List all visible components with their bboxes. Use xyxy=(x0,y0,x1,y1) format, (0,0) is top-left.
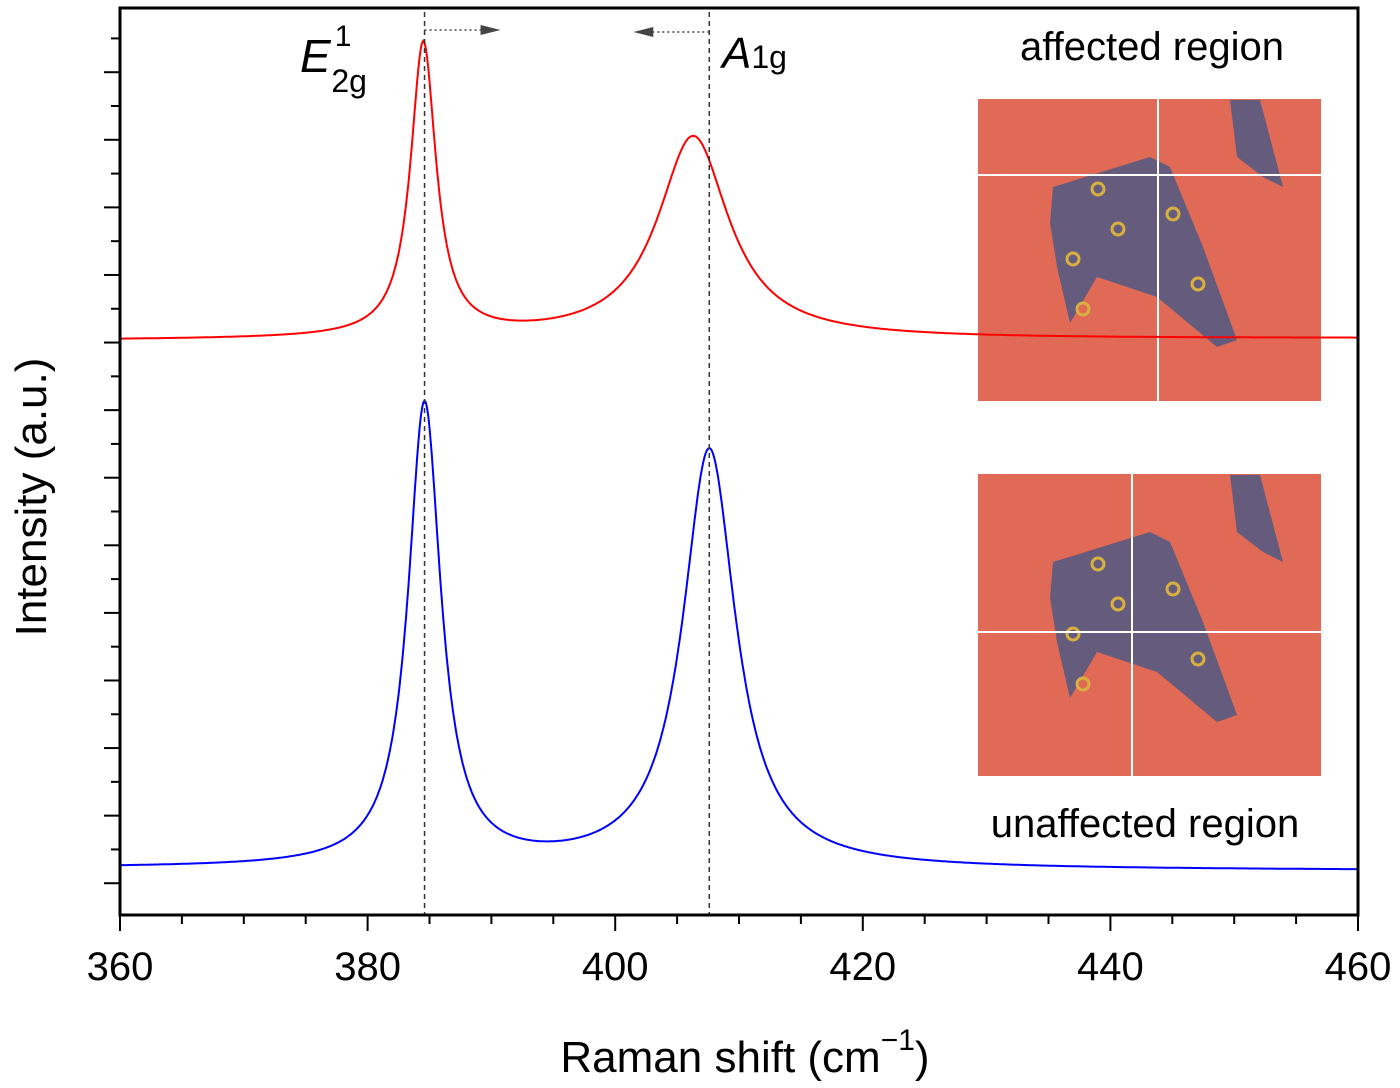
flake-spot xyxy=(1190,276,1206,292)
affected-spectrum-line xyxy=(120,39,1358,340)
flake xyxy=(1230,475,1283,562)
x-axis-title: Raman shift (cm−1) xyxy=(560,1024,929,1082)
unaffected-region-label: unaffected region xyxy=(991,802,1299,846)
flake-spot xyxy=(1090,181,1106,197)
a1g-label: A1g xyxy=(719,29,787,78)
flake xyxy=(1050,532,1237,722)
flake-spot xyxy=(1075,676,1091,692)
arrowhead-right-icon xyxy=(480,25,501,35)
flake-spot xyxy=(1065,626,1081,642)
flake xyxy=(1230,100,1283,187)
reference-lines xyxy=(423,12,711,915)
e2g-main: E xyxy=(300,30,332,82)
unaffected-inset-image xyxy=(978,474,1321,776)
affected-region-label: affected region xyxy=(1020,25,1284,69)
flake-spot xyxy=(1110,221,1126,237)
insets xyxy=(978,99,1321,776)
curves xyxy=(120,39,1359,871)
flake-spot xyxy=(1190,651,1206,667)
flake-spot xyxy=(1065,251,1081,267)
e2g-label: E 1 2g xyxy=(300,20,367,99)
flake-spot xyxy=(1165,206,1181,222)
flake xyxy=(1050,157,1237,347)
affected-inset-image xyxy=(978,99,1321,401)
e2g-sub: 2g xyxy=(331,63,367,99)
y-axis-title: Intensity (a.u.) xyxy=(7,358,56,637)
flake-spot xyxy=(1090,556,1106,572)
x-tick-label: 380 xyxy=(334,945,401,989)
x-tick-label: 460 xyxy=(1325,945,1392,989)
axes: 360 380 400 420 440 460 xyxy=(87,6,1392,989)
x-tick-label: 400 xyxy=(582,945,649,989)
x-tick-label: 420 xyxy=(829,945,896,989)
e2g-sup: 1 xyxy=(335,20,352,53)
arrowhead-left-icon xyxy=(633,27,654,37)
unaffected-spectrum-line xyxy=(120,398,1359,871)
flake-spot xyxy=(1075,301,1091,317)
flake-spot xyxy=(1165,581,1181,597)
a1g-sub: 1g xyxy=(751,39,787,75)
x-tick-label: 440 xyxy=(1077,945,1144,989)
x-tick-label: 360 xyxy=(87,945,154,989)
a1g-main: A xyxy=(719,29,751,78)
flake-spot xyxy=(1110,596,1126,612)
